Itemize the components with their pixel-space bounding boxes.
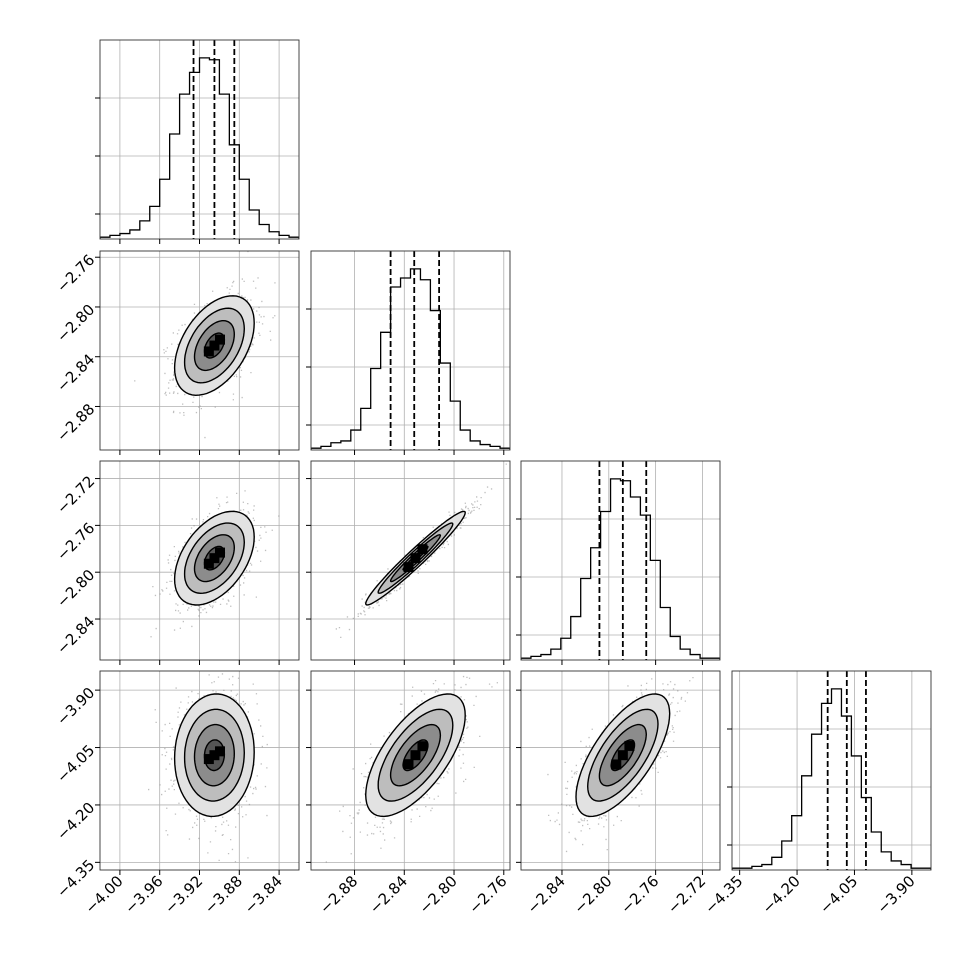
density-contour — [377, 522, 454, 594]
density-contour — [377, 708, 454, 802]
density-contour — [173, 693, 255, 818]
density-contour — [203, 739, 226, 772]
density-peak-cell — [209, 340, 220, 351]
density-peak-cell — [203, 346, 214, 357]
density-contour — [203, 545, 226, 571]
histogram-panel-4 — [732, 671, 931, 870]
y-tick-label: −2.72 — [53, 472, 98, 517]
x-tick-label: −2.84 — [366, 872, 411, 917]
density-contour — [364, 510, 466, 606]
histogram-panel-2 — [311, 251, 510, 450]
histogram-step-line — [732, 688, 931, 870]
panel-frame — [310, 670, 511, 871]
y-tick-label: −3.90 — [53, 684, 98, 729]
panel-frame — [520, 670, 721, 871]
density-contour — [402, 545, 429, 571]
histogram-step-line — [521, 478, 720, 660]
x-tick-label: −2.84 — [524, 872, 569, 917]
scatter-panel-3-1 — [100, 461, 299, 660]
density-peak-cell — [403, 759, 414, 770]
density-contour — [173, 295, 255, 397]
density-contour — [598, 723, 648, 787]
density-peak-cell — [611, 759, 622, 770]
histogram-panel-3 — [521, 461, 720, 660]
x-tick-label: −4.00 — [81, 872, 126, 917]
x-tick-label: −2.80 — [570, 872, 615, 917]
x-tick-label: −2.80 — [416, 872, 461, 917]
y-tick-label: −2.84 — [53, 350, 98, 395]
density-contour — [364, 693, 466, 818]
density-peak-cell — [209, 553, 220, 564]
density-contour — [586, 708, 659, 802]
density-contour — [203, 332, 226, 359]
density-contour — [193, 534, 236, 583]
panel-frame — [731, 670, 932, 871]
x-tick-label: −4.20 — [759, 872, 804, 917]
x-tick-label: −3.96 — [121, 872, 166, 917]
density-peak-cell — [417, 741, 428, 752]
x-tick-label: −4.05 — [816, 872, 861, 917]
scatter-panel-4-3 — [521, 671, 720, 870]
density-peak-cell — [410, 553, 421, 564]
x-tick-label: −4.35 — [701, 872, 746, 917]
density-contour — [183, 708, 246, 802]
density-contour — [389, 723, 442, 787]
density-contour — [193, 723, 236, 787]
x-tick-label: −3.84 — [241, 872, 286, 917]
scatter-panel-4-2 — [311, 671, 510, 870]
panel-frame — [520, 460, 721, 661]
density-peak-cell — [209, 750, 220, 761]
y-tick-label: −2.80 — [53, 301, 98, 346]
density-contour — [389, 534, 442, 583]
x-tick-label: −3.88 — [201, 872, 246, 917]
density-contour — [193, 320, 236, 372]
scatter-panel-3-2 — [311, 461, 510, 660]
x-tick-label: −2.76 — [617, 872, 662, 917]
y-tick-label: −4.20 — [53, 799, 98, 844]
density-contour — [183, 307, 246, 384]
y-tick-label: −4.05 — [53, 741, 98, 786]
y-tick-label: −2.80 — [53, 566, 98, 611]
density-contour — [402, 739, 429, 772]
density-contour — [183, 522, 246, 595]
density-peak-cell — [203, 754, 214, 765]
histogram-step-line — [100, 57, 299, 239]
histogram-step-line — [311, 268, 510, 450]
y-tick-label: −2.76 — [53, 251, 98, 296]
y-tick-label: −2.76 — [53, 519, 98, 564]
panel-frame — [310, 250, 511, 451]
x-tick-label: −2.76 — [465, 872, 510, 917]
density-peak-cell — [624, 740, 635, 751]
density-contour — [610, 739, 636, 772]
density-peak-cell — [214, 547, 225, 558]
y-tick-label: −2.84 — [53, 613, 98, 658]
x-tick-label: −2.88 — [316, 872, 361, 917]
x-tick-label: −3.90 — [873, 872, 918, 917]
y-tick-label: −2.88 — [53, 400, 98, 445]
density-contour — [173, 510, 255, 606]
x-tick-label: −2.72 — [664, 872, 709, 917]
histogram-panel-1 — [100, 40, 299, 239]
x-tick-label: −3.92 — [161, 872, 206, 917]
density-contour — [575, 693, 671, 818]
density-peak-cell — [617, 750, 628, 761]
scatter-panel-2-1 — [100, 251, 299, 450]
panel-frame — [310, 460, 511, 661]
density-peak-cell — [214, 746, 225, 757]
density-peak-cell — [203, 558, 214, 569]
density-peak-cell — [214, 334, 225, 345]
scatter-panel-4-1 — [100, 671, 299, 870]
density-peak-cell — [410, 750, 421, 761]
